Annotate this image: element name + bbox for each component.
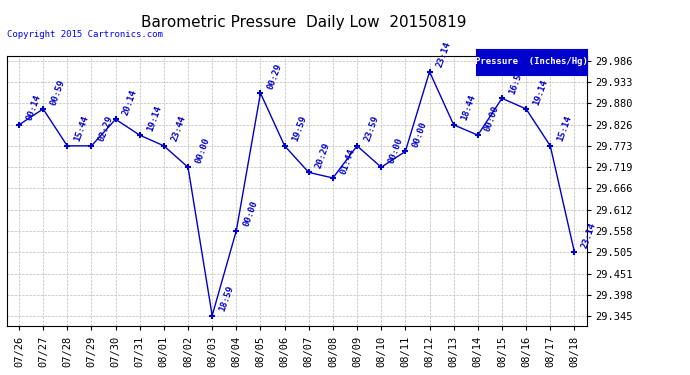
Text: 16:59: 16:59 bbox=[508, 67, 525, 96]
Text: 15:14: 15:14 bbox=[556, 115, 573, 143]
Text: 18:59: 18:59 bbox=[218, 284, 235, 313]
Text: 00:14: 00:14 bbox=[25, 94, 42, 122]
Text: Barometric Pressure  Daily Low  20150819: Barometric Pressure Daily Low 20150819 bbox=[141, 15, 466, 30]
Text: 02:29: 02:29 bbox=[97, 115, 115, 143]
Text: 00:59: 00:59 bbox=[49, 78, 66, 106]
Text: 23:44: 23:44 bbox=[170, 115, 187, 143]
Text: Pressure  (Inches/Hg): Pressure (Inches/Hg) bbox=[475, 57, 588, 66]
Text: 01:44: 01:44 bbox=[339, 147, 356, 175]
Text: 15:44: 15:44 bbox=[73, 115, 90, 143]
Text: 19:14: 19:14 bbox=[146, 104, 163, 132]
Text: 20:14: 20:14 bbox=[121, 88, 139, 117]
Text: 00:00: 00:00 bbox=[242, 200, 259, 228]
Text: 00:29: 00:29 bbox=[266, 62, 284, 90]
Text: 23:14: 23:14 bbox=[435, 40, 453, 69]
Text: 18:44: 18:44 bbox=[460, 94, 477, 122]
Text: 00:00: 00:00 bbox=[484, 104, 501, 132]
Text: 23:14: 23:14 bbox=[580, 221, 598, 249]
Text: 19:59: 19:59 bbox=[290, 115, 308, 143]
Text: 00:00: 00:00 bbox=[194, 136, 211, 165]
Text: 20:29: 20:29 bbox=[315, 141, 332, 170]
Text: Copyright 2015 Cartronics.com: Copyright 2015 Cartronics.com bbox=[7, 30, 163, 39]
Text: 19:14: 19:14 bbox=[532, 78, 549, 106]
Text: 00:00: 00:00 bbox=[411, 120, 428, 148]
Text: 23:59: 23:59 bbox=[363, 115, 380, 143]
Text: 00:00: 00:00 bbox=[387, 136, 404, 165]
